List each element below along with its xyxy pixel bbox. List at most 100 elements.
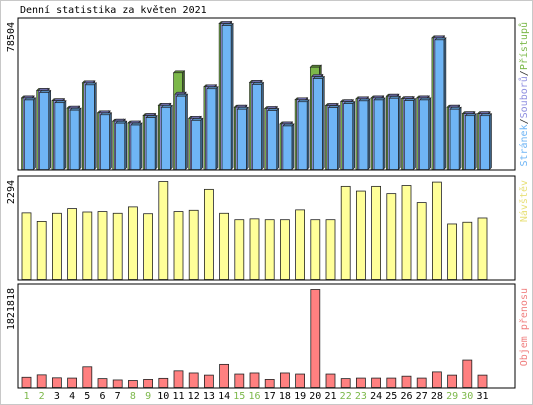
bar-hits-Stránek-12-side <box>200 117 203 171</box>
x-label-9: 9 <box>145 391 151 402</box>
bar-visits-11 <box>173 211 184 280</box>
bar-hits-Stránek-8-side <box>139 122 143 171</box>
panel-hits-legend-item-0: Stránek <box>518 124 530 166</box>
bar-hits-Stránek-6 <box>100 114 110 170</box>
x-label-29: 29 <box>446 391 458 402</box>
bar-visits-24 <box>371 185 382 280</box>
panel-kbytes: 1821818 Objem přenosu <box>6 283 530 389</box>
bar-visits-13 <box>203 188 214 280</box>
bar-hits-Stránek-23 <box>358 100 369 170</box>
bar-visits-29 <box>447 223 458 280</box>
bar-kbytes-8 <box>127 380 138 388</box>
x-label-2: 2 <box>39 391 45 402</box>
bar-visits-16 <box>249 218 260 280</box>
bar-hits-Stránek-9-side <box>154 114 158 171</box>
bar-hits-Stránek-28 <box>434 39 445 170</box>
x-label-15: 15 <box>233 391 245 402</box>
bar-hits-Stránek-29 <box>449 108 460 170</box>
x-label-25: 25 <box>385 391 397 402</box>
bar-kbytes-24 <box>371 377 382 388</box>
bar-kbytes-1 <box>21 376 32 388</box>
bar-visits-19 <box>295 209 306 280</box>
x-label-23: 23 <box>355 391 367 402</box>
bar-hits-Stránek-11 <box>176 95 186 170</box>
bar-kbytes-14 <box>219 363 230 388</box>
bar-visits-2 <box>36 221 47 280</box>
bar-kbytes-16 <box>249 372 260 388</box>
bar-hits-Stránek-25 <box>388 97 399 170</box>
bar-visits-26 <box>401 185 412 280</box>
panel-kbytes-frame <box>17 283 516 389</box>
bar-kbytes-21 <box>325 373 336 388</box>
bar-visits-1 <box>21 212 32 280</box>
bar-visits-8 <box>127 206 138 280</box>
bar-kbytes-3 <box>52 377 62 388</box>
bar-hits-Stránek-18 <box>282 125 293 170</box>
bar-hits-Stránek-2 <box>39 92 50 170</box>
x-label-18: 18 <box>279 391 291 402</box>
bar-hits-Stránek-5-side <box>94 82 97 171</box>
bar-kbytes-31 <box>477 374 488 388</box>
bar-visits-15 <box>234 219 245 280</box>
x-label-6: 6 <box>99 391 105 402</box>
bar-hits-Stránek-7 <box>115 122 125 170</box>
bar-kbytes-22 <box>340 378 351 388</box>
bar-kbytes-15 <box>234 373 245 388</box>
bar-hits-Stránek-4-side <box>78 107 82 171</box>
x-label-24: 24 <box>370 391 382 402</box>
bar-hits-Stránek-17 <box>267 110 278 170</box>
x-label-26: 26 <box>400 391 412 402</box>
x-label-16: 16 <box>248 391 260 402</box>
bar-visits-14 <box>219 212 230 280</box>
bar-visits-10 <box>158 181 169 280</box>
bar-kbytes-30 <box>462 359 473 388</box>
bar-visits-3 <box>52 212 62 280</box>
bar-visits-9 <box>143 213 154 280</box>
bar-hits-Stránek-11-side <box>185 93 188 171</box>
bar-visits-27 <box>416 202 427 280</box>
bar-hits-Stránek-14 <box>221 25 232 170</box>
x-label-4: 4 <box>69 391 75 402</box>
panel-visits-legend-item-0: Návštěv <box>518 180 530 222</box>
bar-kbytes-2 <box>36 374 47 388</box>
x-label-5: 5 <box>84 391 90 402</box>
bar-hits-Stránek-31 <box>480 115 490 170</box>
x-axis-labels: 1 2 3 4 5 6 7 8 9 10 11 12 13 14 15 16 17 18 19 20 21 22 23 24 2… <box>23 391 488 402</box>
bar-kbytes-9 <box>143 379 154 388</box>
bar-hits-Stránek-3 <box>54 102 65 170</box>
bar-visits-18 <box>279 219 290 280</box>
x-label-22: 22 <box>340 391 352 402</box>
bar-hits-Stránek-19 <box>297 101 308 170</box>
panel-kbytes-legend: Objem přenosu <box>518 288 530 366</box>
panel-visits-legend: Návštěv <box>518 180 530 222</box>
panel-kbytes-max-label: 1821818 <box>6 288 17 330</box>
panel-hits-legend-item-1: / <box>519 118 530 124</box>
bar-kbytes-27 <box>416 377 427 388</box>
bar-visits-20 <box>310 219 321 280</box>
bar-kbytes-13 <box>203 374 214 388</box>
bar-hits-Stránek-10-side <box>170 104 173 171</box>
bar-kbytes-28 <box>431 371 442 388</box>
bar-kbytes-7 <box>112 379 123 388</box>
x-label-14: 14 <box>218 391 230 402</box>
panel-hits-legend-item-2: Souborů <box>518 76 530 118</box>
bar-hits-Stránek-6-side <box>109 112 112 171</box>
bar-hits-Stránek-16 <box>252 84 262 170</box>
bar-kbytes-6 <box>97 378 108 388</box>
x-label-31: 31 <box>476 391 488 402</box>
bar-hits-Stránek-1 <box>24 99 34 170</box>
bar-kbytes-18 <box>279 372 290 388</box>
bar-kbytes-5 <box>82 366 93 388</box>
bar-hits-Stránek-15-side <box>246 106 249 171</box>
bar-hits-Stránek-4 <box>69 109 80 170</box>
bar-hits-Stránek-9 <box>145 117 156 170</box>
bar-hits-Stránek-13-side <box>215 86 219 171</box>
bar-hits-Stránek-5 <box>85 84 95 170</box>
bar-visits-31 <box>477 217 488 280</box>
bar-visits-7 <box>112 212 123 280</box>
chart-title: Denní statistika za květen 2021 <box>20 4 207 16</box>
bar-hits-Stránek-27 <box>419 99 430 170</box>
